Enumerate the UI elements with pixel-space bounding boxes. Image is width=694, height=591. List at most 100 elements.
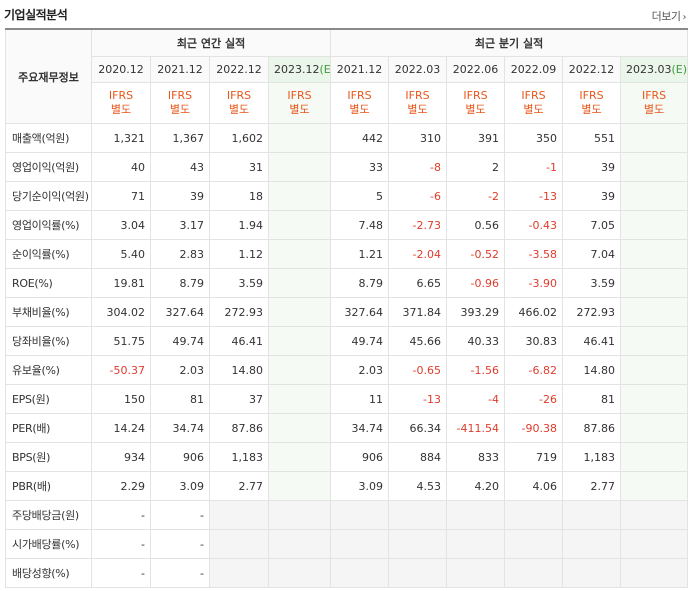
ifrs-badge: IFRS 별도	[91, 82, 151, 124]
table-cell: 7.05	[562, 210, 622, 240]
table-cell: 2.83	[150, 239, 210, 269]
period-label: 2023.03	[626, 63, 672, 76]
table-cell: 49.74	[150, 326, 210, 356]
table-row: 주당배당금(원) - -	[5, 500, 689, 530]
table-row: PER(배) 14.24 34.74 87.86 34.74 66.34 -411.54 -9…	[5, 413, 689, 443]
table-cell	[267, 297, 332, 327]
table-cell	[620, 355, 689, 385]
table-cell: 40.33	[446, 326, 506, 356]
table-cell: -6	[388, 181, 448, 211]
table-cell: 1.12	[209, 239, 269, 269]
table-cell	[267, 181, 332, 211]
ifrs-label: IFRS	[287, 89, 312, 102]
table-cell: -2.04	[388, 239, 448, 269]
table-cell: 327.64	[330, 297, 390, 327]
table-cell	[620, 529, 689, 559]
table-cell: 327.64	[150, 297, 210, 327]
table-cell: 2	[446, 152, 506, 182]
table-cell	[330, 529, 390, 559]
table-cell: 14.80	[209, 355, 269, 385]
quarter-period-header: 2021.12	[330, 56, 390, 83]
table-cell: 2.29	[91, 471, 151, 501]
table-cell: -1	[504, 152, 564, 182]
row-label: PBR(배)	[5, 471, 92, 501]
table-cell: 71	[91, 181, 151, 211]
standalone-label: 별도	[643, 103, 665, 116]
table-row: 부채비율(%) 304.02 327.64 272.93 327.64 371.84 393…	[5, 297, 689, 327]
table-cell: 4.53	[388, 471, 448, 501]
table-cell: 8.79	[330, 268, 390, 298]
table-cell	[620, 384, 689, 414]
table-cell: 14.80	[562, 355, 622, 385]
table-row: 매출액(억원) 1,321 1,367 1,602 442 310 391 350 551	[5, 123, 689, 153]
table-cell: -	[150, 558, 210, 588]
table-cell: 6.65	[388, 268, 448, 298]
table-row: 당좌비율(%) 51.75 49.74 46.41 49.74 45.66 40.33 30.…	[5, 326, 689, 356]
ifrs-badge: IFRS 별도	[209, 82, 269, 124]
table-cell: 1,183	[209, 442, 269, 472]
standalone-label: 별도	[349, 103, 370, 116]
table-cell	[620, 326, 689, 356]
table-cell: 39	[150, 181, 210, 211]
table-cell	[562, 558, 622, 588]
table-cell: 2.03	[150, 355, 210, 385]
section-title: 기업실적분석	[4, 8, 68, 22]
table-cell: 5	[330, 181, 390, 211]
table-cell: -13	[388, 384, 448, 414]
table-row: 영업이익률(%) 3.04 3.17 1.94 7.48 -2.73 0.56 -0.43 7.…	[5, 210, 689, 240]
table-cell: 34.74	[150, 413, 210, 443]
table-row: ROE(%) 19.81 8.79 3.59 8.79 6.65 -0.96 -3.90 3.5…	[5, 268, 689, 298]
ifrs-badge: IFRS 별도	[330, 82, 390, 124]
table-cell: -2	[446, 181, 506, 211]
table-cell: 906	[150, 442, 210, 472]
table-cell: 3.59	[562, 268, 622, 298]
table-cell	[620, 500, 689, 530]
table-cell	[446, 529, 506, 559]
table-cell	[388, 529, 448, 559]
table-cell: -2.73	[388, 210, 448, 240]
table-cell: 46.41	[209, 326, 269, 356]
quarter-period-header: 2022.09	[504, 56, 564, 83]
table-cell: -3.58	[504, 239, 564, 269]
table-cell: 4.06	[504, 471, 564, 501]
table-cell: 1,367	[150, 123, 210, 153]
row-label: 당좌비율(%)	[5, 326, 92, 356]
table-row: EPS(원) 150 81 37 11 -13 -4 -26 81	[5, 384, 689, 414]
financial-summary-table: 주요재무정보 최근 연간 실적 최근 분기 실적 2020.12 2021.12 2…	[5, 28, 689, 588]
table-cell: 3.09	[150, 471, 210, 501]
table-cell: 551	[562, 123, 622, 153]
ifrs-badge: IFRS 별도	[446, 82, 506, 124]
ifrs-label: IFRS	[463, 89, 488, 102]
table-cell: 1,183	[562, 442, 622, 472]
quarter-period-header: 2022.12	[562, 56, 622, 83]
table-cell: 1.94	[209, 210, 269, 240]
table-cell	[330, 558, 390, 588]
quarter-group-header: 최근 분기 실적	[330, 28, 689, 57]
table-cell	[446, 558, 506, 588]
table-row: BPS(원) 934 906 1,183 906 884 833 719 1,183	[5, 442, 689, 472]
ifrs-badge: IFRS 별도	[562, 82, 622, 124]
period-label: 2022.06	[452, 63, 499, 76]
table-cell: -8	[388, 152, 448, 182]
standalone-label: 별도	[407, 103, 428, 116]
table-row: 배당성향(%) - -	[5, 558, 689, 588]
label-column-header: 주요재무정보	[5, 28, 92, 124]
table-row: PBR(배) 2.29 3.09 2.77 3.09 4.53 4.20 4.06 2.77	[5, 471, 689, 501]
table-cell: 272.93	[209, 297, 269, 327]
table-cell: 34.74	[330, 413, 390, 443]
table-cell	[388, 500, 448, 530]
table-cell: 2.03	[330, 355, 390, 385]
row-label: 영업이익률(%)	[5, 210, 92, 240]
period-label: 2022.12	[568, 63, 615, 76]
table-cell	[620, 181, 689, 211]
row-label: 주당배당금(원)	[5, 500, 92, 530]
section-header: 기업실적분석 더보기 ›	[0, 0, 694, 28]
annual-period-header: 2020.12	[91, 56, 151, 83]
table-cell: -3.90	[504, 268, 564, 298]
table-cell	[620, 442, 689, 472]
ifrs-badge: IFRS 별도	[504, 82, 564, 124]
ifrs-badge: IFRS 별도	[388, 82, 448, 124]
more-link[interactable]: 더보기 ›	[652, 8, 687, 24]
table-cell: 1,321	[91, 123, 151, 153]
quarter-period-header: 2022.06	[446, 56, 506, 83]
